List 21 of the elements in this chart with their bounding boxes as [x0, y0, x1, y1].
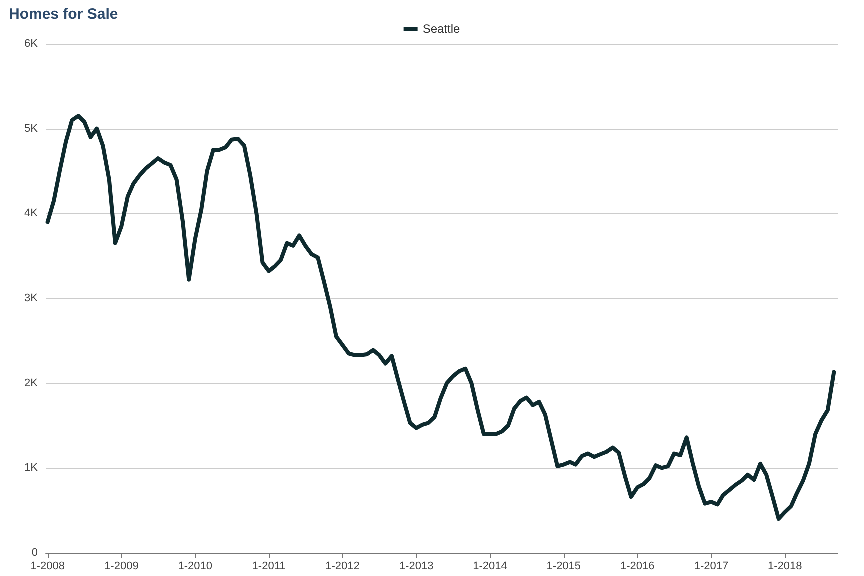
y-tick-label: 1K [24, 462, 39, 474]
x-tick-label: 1-2018 [768, 560, 802, 572]
x-tick-label: 1-2008 [30, 560, 65, 572]
y-tick-label: 4K [24, 208, 39, 220]
x-tick-label: 1-2009 [104, 560, 139, 572]
line-series [46, 114, 836, 522]
x-tick-label: 1-2013 [399, 560, 434, 572]
x-tick-label: 1-2016 [620, 560, 655, 572]
legend-label: Seattle [422, 22, 461, 36]
y-tick-label: 0 [32, 547, 38, 559]
y-tick-label: 3K [24, 292, 39, 304]
x-tick-label: 1-2017 [694, 560, 729, 572]
y-tick-label: 5K [24, 122, 39, 135]
chart-title: Homes for Sale [9, 6, 118, 23]
x-tick-label: 1-2014 [473, 560, 508, 572]
x-tick-label: 1-2012 [326, 560, 360, 572]
x-tick-label: 1-2010 [178, 560, 212, 572]
y-tick-label: 6K [24, 38, 39, 50]
y-tick-label: 2K [24, 377, 39, 390]
x-tick-label: 1-2011 [252, 560, 286, 572]
x-tick-label: 1-2015 [546, 560, 582, 572]
